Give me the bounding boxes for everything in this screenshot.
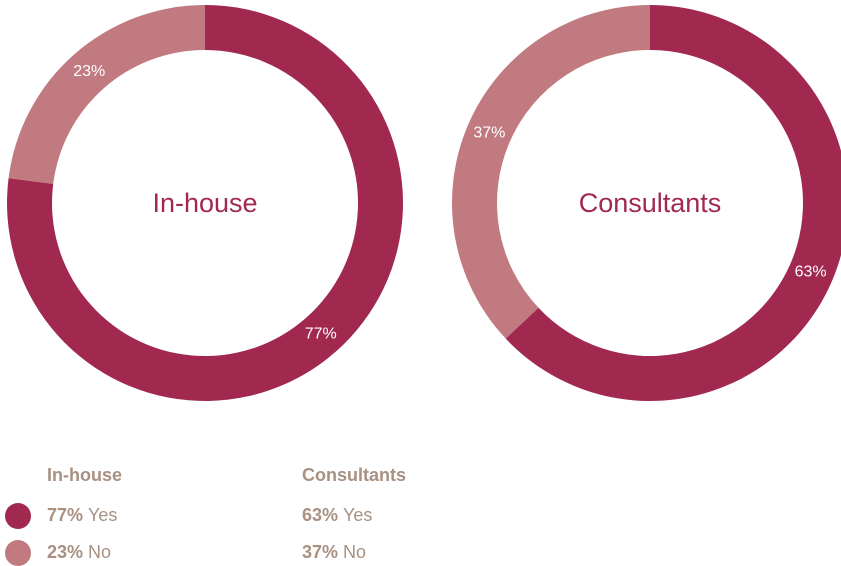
slice-label: 23% — [73, 63, 105, 80]
center-title: Consultants — [579, 188, 722, 218]
donut-slice — [8, 5, 205, 184]
legend-title: Consultants — [302, 465, 406, 485]
legend-entry: 37% No — [302, 542, 366, 562]
legend-entry: 23% No — [47, 542, 111, 562]
legend-entry: 63% Yes — [302, 505, 372, 525]
legend-value: 37% — [302, 542, 338, 562]
legend-swatch — [5, 503, 31, 529]
donut-slice — [452, 5, 650, 339]
legend-title: In-house — [47, 465, 122, 485]
donut-slice — [505, 5, 841, 401]
legend-value: 23% — [47, 542, 83, 562]
legend-value: 63% — [302, 505, 338, 525]
legend-category: Yes — [88, 505, 117, 525]
legend-category: No — [88, 542, 111, 562]
legend-entry: 77% Yes — [47, 505, 117, 525]
slice-label: 37% — [473, 125, 505, 142]
legend-value: 77% — [47, 505, 83, 525]
legend-category: No — [343, 542, 366, 562]
legend-swatch — [5, 540, 31, 566]
slice-label: 77% — [305, 325, 337, 342]
legend-category: Yes — [343, 505, 372, 525]
slice-label: 63% — [795, 264, 827, 281]
center-title: In-house — [152, 188, 257, 218]
